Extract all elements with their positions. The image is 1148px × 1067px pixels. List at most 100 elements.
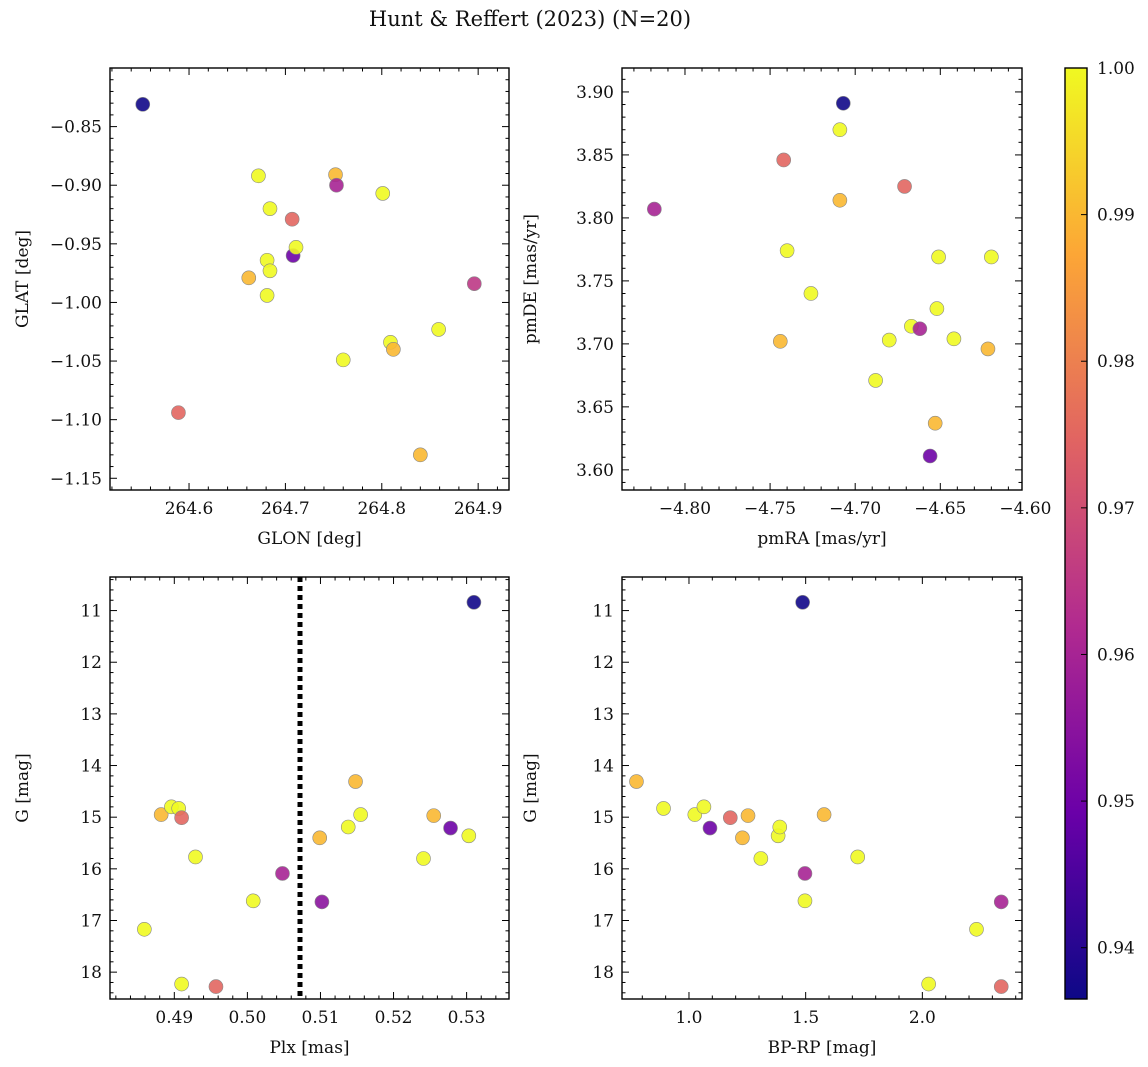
x-axis-label: BP-RP [mag] [768, 1038, 877, 1058]
y-tick-label: 3.60 [576, 461, 614, 481]
axes-frame [621, 576, 1023, 1000]
data-point [386, 342, 401, 357]
colorbar-tick-label: 0.97 [1097, 499, 1135, 519]
data-point [702, 820, 718, 836]
x-tick-label: −4.80 [659, 499, 711, 519]
axes-frame [109, 576, 510, 1000]
data-point [735, 830, 750, 846]
data-point [835, 95, 851, 111]
data-point [647, 201, 662, 217]
panel-4: 1.0 1.5 2.0 11 12 13 14 15 16 17 18 BP-RP [mag] G [m… [521, 576, 1023, 1058]
data-point [921, 976, 936, 992]
x-tick-label: 1.5 [792, 1008, 819, 1028]
y-tick-label: 15 [592, 808, 614, 828]
data-point [696, 799, 712, 815]
y-axis-label: G [mag] [521, 753, 541, 822]
x-tick-label: 0.52 [375, 1008, 413, 1028]
data-point [241, 270, 257, 286]
y-tick-label: 11 [592, 602, 614, 622]
data-point [461, 828, 477, 844]
x-tick-label: 0.49 [155, 1008, 193, 1028]
x-tick-label: 0.51 [302, 1008, 340, 1028]
data-point [284, 211, 300, 227]
data-point [135, 97, 151, 112]
x-tick-label: 2.0 [909, 1008, 936, 1028]
ticks: 264.6 264.7 264.8 264.9 −0.85 −0.90 −0.95 −1.00… [50, 67, 509, 519]
y-tick-label: 12 [592, 653, 614, 673]
x-tick-label: −4.70 [829, 499, 881, 519]
x-tick-label: 1.0 [675, 1008, 702, 1028]
data-point [929, 301, 945, 316]
data-point [174, 976, 189, 992]
data-point [288, 240, 304, 255]
plot-area [110, 577, 509, 999]
data-point [922, 448, 938, 464]
data-point [174, 810, 189, 826]
colorbar-gradient [1064, 67, 1088, 1000]
data-point [443, 820, 458, 836]
plot-area [622, 577, 1022, 999]
y-tick-label: −1.10 [50, 411, 102, 431]
data-point [153, 807, 169, 822]
data-point [431, 322, 446, 337]
y-tick-label: −1.00 [50, 293, 102, 313]
data-point [275, 866, 290, 881]
y-tick-label: 13 [80, 705, 102, 725]
x-tick-label: 264.6 [165, 499, 214, 519]
data-point [832, 192, 848, 208]
y-tick-label: −0.90 [50, 176, 102, 196]
data-point [171, 405, 186, 420]
data-point [776, 152, 792, 168]
panel-1: 264.6 264.7 264.8 264.9 −0.85 −0.90 −0.95 −1.00… [13, 67, 510, 549]
colorbar-tick-label: 0.95 [1097, 792, 1135, 812]
data-point [348, 774, 363, 789]
data-point [259, 288, 275, 303]
data-point [993, 979, 1009, 994]
data-point [927, 415, 943, 431]
y-tick-label: −0.85 [50, 118, 102, 138]
data-point [881, 332, 897, 348]
data-point [850, 849, 866, 865]
x-axis-label: pmRA [mas/yr] [757, 529, 886, 549]
data-point [314, 894, 330, 910]
data-point [803, 286, 819, 301]
y-tick-label: 18 [592, 963, 614, 983]
data-point [740, 808, 756, 823]
data-point [722, 810, 738, 826]
y-tick-label: 17 [80, 911, 102, 931]
data-point [208, 979, 224, 994]
x-tick-label: 0.53 [448, 1008, 486, 1028]
data-point [753, 851, 769, 866]
plot-area [622, 68, 1022, 490]
x-tick-label: −4.65 [914, 499, 966, 519]
data-point [413, 447, 428, 463]
data-point [772, 819, 788, 835]
data-point [868, 373, 883, 388]
y-tick-label: 15 [80, 808, 102, 828]
data-point [262, 201, 278, 216]
x-tick-label: 264.8 [357, 499, 406, 519]
x-tick-label: 264.7 [261, 499, 310, 519]
data-point [466, 595, 482, 610]
panel-3: 0.49 0.50 0.51 0.52 0.53 11 12 13 14 15 16 17 18 Plx … [13, 576, 510, 1058]
data-point [980, 341, 996, 357]
y-tick-label: 3.85 [576, 146, 614, 166]
y-tick-label: 3.90 [576, 83, 614, 103]
data-point [335, 352, 351, 368]
data-points [135, 97, 482, 463]
y-tick-label: 11 [80, 602, 102, 622]
data-point [312, 830, 328, 846]
y-axis-label: pmDE [mas/yr] [521, 214, 541, 344]
data-point [946, 331, 962, 347]
y-tick-label: 3.65 [576, 398, 614, 418]
axes-frame [621, 67, 1023, 491]
y-axis-label: GLAT [deg] [13, 230, 33, 328]
data-point [467, 276, 482, 291]
ticks: 1.0 1.5 2.0 11 12 13 14 15 16 17 18 [592, 577, 1022, 1028]
y-tick-label: 17 [592, 911, 614, 931]
x-axis-label: Plx [mas] [269, 1038, 349, 1058]
data-point [137, 921, 152, 937]
x-axis-label: GLON [deg] [257, 529, 361, 549]
data-point [897, 179, 912, 194]
y-tick-label: 16 [592, 860, 614, 880]
